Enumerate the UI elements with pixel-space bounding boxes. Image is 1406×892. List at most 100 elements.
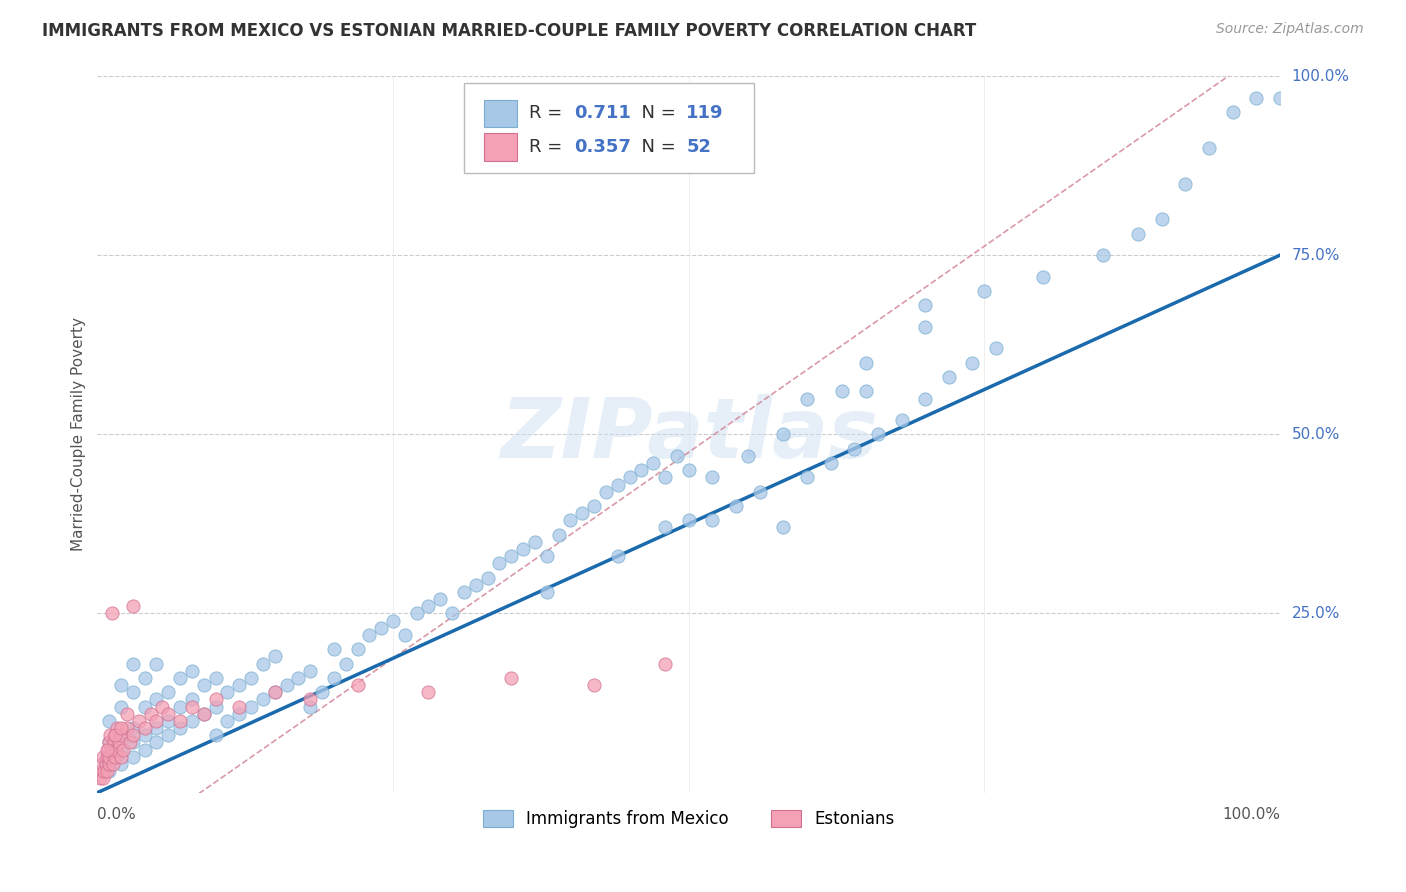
- Point: [121, 721, 143, 735]
- Point: [181, 664, 204, 678]
- Point: [98, 735, 121, 749]
- Point: [115, 706, 138, 721]
- Text: 52: 52: [686, 138, 711, 156]
- Point: [263, 685, 285, 699]
- Point: [536, 585, 558, 599]
- Point: [110, 721, 132, 735]
- Point: [112, 742, 135, 756]
- Point: [104, 749, 127, 764]
- Text: 25.0%: 25.0%: [1292, 606, 1340, 621]
- Point: [121, 657, 143, 671]
- Point: [193, 678, 215, 692]
- Point: [453, 585, 475, 599]
- Point: [145, 735, 167, 749]
- Point: [91, 772, 114, 786]
- Text: N =: N =: [630, 104, 681, 122]
- Point: [606, 477, 628, 491]
- Point: [120, 735, 142, 749]
- Point: [299, 692, 322, 706]
- Point: [157, 714, 180, 728]
- Point: [104, 728, 127, 742]
- Point: [429, 592, 451, 607]
- Point: [107, 721, 129, 735]
- Point: [606, 549, 628, 564]
- Point: [98, 756, 121, 771]
- Point: [914, 392, 936, 406]
- Point: [346, 678, 368, 692]
- Point: [962, 356, 984, 370]
- Point: [139, 706, 162, 721]
- Point: [405, 607, 427, 621]
- Point: [855, 356, 877, 370]
- Point: [193, 706, 215, 721]
- Point: [1174, 177, 1197, 191]
- Point: [831, 384, 853, 399]
- Point: [240, 699, 263, 714]
- Point: [678, 513, 700, 527]
- Point: [359, 628, 381, 642]
- Point: [488, 557, 510, 571]
- Point: [93, 764, 115, 779]
- Point: [98, 714, 121, 728]
- Point: [204, 728, 226, 742]
- Point: [796, 392, 818, 406]
- Text: 100.0%: 100.0%: [1222, 807, 1279, 822]
- Text: 50.0%: 50.0%: [1292, 427, 1340, 442]
- Point: [204, 699, 226, 714]
- Point: [115, 721, 138, 735]
- Point: [938, 370, 960, 384]
- Point: [512, 541, 534, 556]
- Point: [737, 449, 759, 463]
- Point: [240, 671, 263, 685]
- Text: 0.357: 0.357: [574, 138, 631, 156]
- Point: [263, 649, 285, 664]
- Point: [571, 506, 593, 520]
- Point: [98, 735, 121, 749]
- Point: [94, 756, 117, 771]
- Point: [322, 671, 344, 685]
- Point: [772, 427, 794, 442]
- Point: [654, 657, 676, 671]
- Text: ZIPatlas: ZIPatlas: [499, 394, 877, 475]
- Point: [169, 714, 191, 728]
- Text: 75.0%: 75.0%: [1292, 248, 1340, 262]
- Point: [252, 657, 274, 671]
- Point: [477, 571, 499, 585]
- Point: [134, 742, 156, 756]
- Point: [1126, 227, 1149, 241]
- Point: [228, 678, 250, 692]
- FancyBboxPatch shape: [484, 133, 517, 161]
- Text: N =: N =: [630, 138, 681, 156]
- Point: [145, 692, 167, 706]
- Point: [134, 721, 156, 735]
- Point: [104, 728, 127, 742]
- Point: [820, 456, 842, 470]
- Text: 0.0%: 0.0%: [97, 807, 136, 822]
- Text: 100.0%: 100.0%: [1292, 69, 1350, 84]
- Point: [678, 463, 700, 477]
- Point: [322, 642, 344, 657]
- Point: [311, 685, 333, 699]
- Point: [90, 764, 112, 779]
- Text: 119: 119: [686, 104, 724, 122]
- Point: [501, 549, 523, 564]
- Point: [169, 699, 191, 714]
- Point: [98, 749, 121, 764]
- Point: [157, 728, 180, 742]
- Point: [145, 721, 167, 735]
- Point: [914, 298, 936, 312]
- Point: [98, 728, 121, 742]
- Point: [418, 685, 440, 699]
- Point: [654, 520, 676, 534]
- Point: [370, 621, 392, 635]
- Point: [91, 756, 114, 771]
- Point: [394, 628, 416, 642]
- Point: [299, 699, 322, 714]
- Point: [110, 728, 132, 742]
- Point: [110, 728, 132, 742]
- Legend: Immigrants from Mexico, Estonians: Immigrants from Mexico, Estonians: [477, 803, 901, 835]
- Point: [1198, 141, 1220, 155]
- Point: [217, 685, 239, 699]
- Point: [228, 706, 250, 721]
- Point: [121, 749, 143, 764]
